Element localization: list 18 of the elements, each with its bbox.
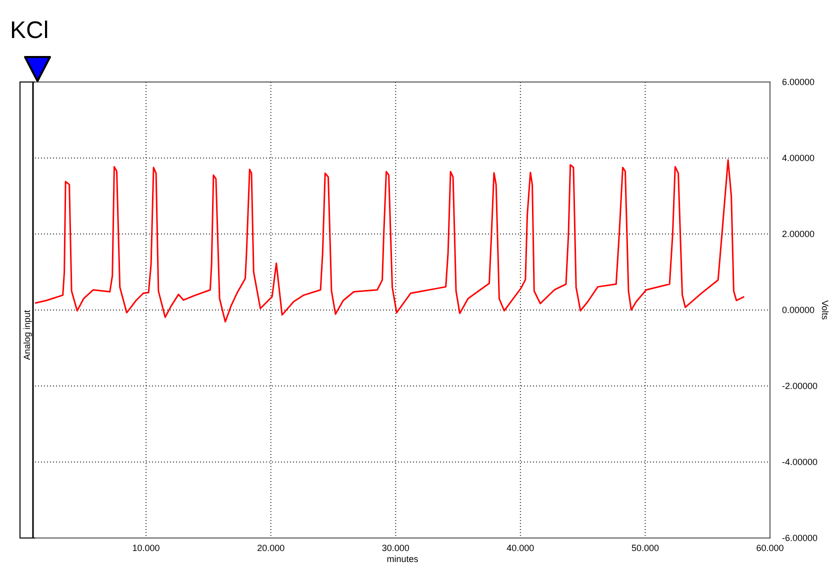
x-tick-label: 30.000 — [382, 543, 410, 553]
y-tick-label: 2.00000 — [782, 229, 815, 239]
y-tick-label: -4.00000 — [782, 457, 818, 467]
y-tick-label: -6.00000 — [782, 533, 818, 543]
x-tick-label: 20.000 — [257, 543, 285, 553]
x-axis-title: minutes — [386, 554, 419, 564]
chart-title: KCl — [10, 17, 49, 44]
y-axis-title: Volts — [820, 300, 830, 320]
line-series — [34, 159, 745, 323]
y-tick-label: 4.00000 — [782, 153, 815, 163]
x-tick-label: 60.000 — [756, 543, 784, 553]
x-tick-label: 50.000 — [631, 543, 659, 553]
y-tick-label: 0.00000 — [782, 305, 815, 315]
y-tick-label: -2.00000 — [782, 381, 818, 391]
y-tick-label: 6.00000 — [782, 77, 815, 87]
x-tick-label: 40.000 — [506, 543, 534, 553]
text: Analog input — [22, 310, 32, 360]
x-tick-label: 10.000 — [132, 543, 160, 553]
